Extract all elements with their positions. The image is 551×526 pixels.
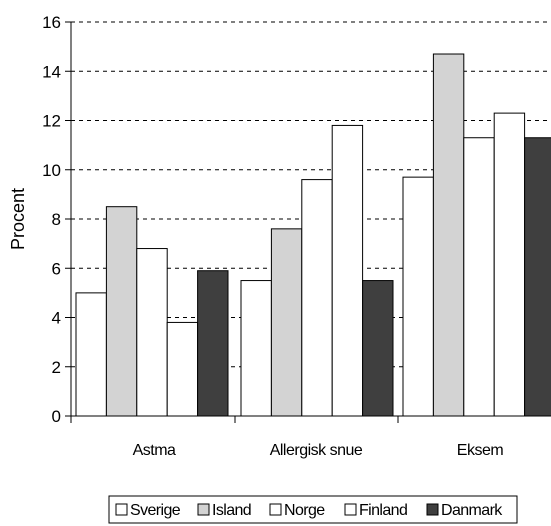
axes: 0 2 4 6 8 10 12 14 16 Astma Allergisk snue Eksem <box>42 13 551 459</box>
bar <box>136 248 168 417</box>
legend-swatch <box>426 503 439 516</box>
bar <box>402 176 434 417</box>
bar <box>197 270 229 417</box>
bar <box>270 228 303 417</box>
y-tick-label: 4 <box>52 309 61 328</box>
bar <box>166 321 199 417</box>
y-tick-label: 2 <box>52 358 61 377</box>
bar <box>331 124 364 417</box>
bar <box>524 137 551 417</box>
y-axis-title: Procent <box>8 188 28 250</box>
x-tick-label: Allergisk snue <box>270 442 363 459</box>
y-tick-label: 16 <box>42 13 61 32</box>
y-tick-label: 10 <box>42 161 61 180</box>
legend-swatch <box>344 503 357 516</box>
bar <box>75 292 107 417</box>
legend-box <box>108 495 518 524</box>
bar <box>240 280 272 417</box>
y-tick-label: 14 <box>42 62 61 81</box>
legend-swatch <box>115 503 128 516</box>
bar <box>105 206 138 417</box>
y-tick-label: 12 <box>42 112 61 131</box>
legend: Sverige Island Norge Finland Danmark <box>108 495 518 524</box>
bar <box>432 53 465 417</box>
y-tick-label: 6 <box>52 259 61 278</box>
bar <box>493 112 526 417</box>
legend-swatch <box>269 503 282 516</box>
legend-label: Sverige <box>130 502 181 519</box>
x-tick-label: Astma <box>133 442 176 459</box>
bar <box>463 137 495 417</box>
legend-label: Danmark <box>441 502 503 519</box>
y-tick-label: 8 <box>52 210 61 229</box>
y-tick-label: 0 <box>52 407 61 426</box>
legend-label: Island <box>212 502 251 519</box>
legend-label: Finland <box>359 502 407 519</box>
legend-swatch <box>197 503 210 516</box>
legend-label: Norge <box>284 502 325 519</box>
bars <box>75 53 551 417</box>
x-tick-label: Eksem <box>457 442 504 459</box>
bar <box>362 280 394 417</box>
bar <box>301 179 333 417</box>
